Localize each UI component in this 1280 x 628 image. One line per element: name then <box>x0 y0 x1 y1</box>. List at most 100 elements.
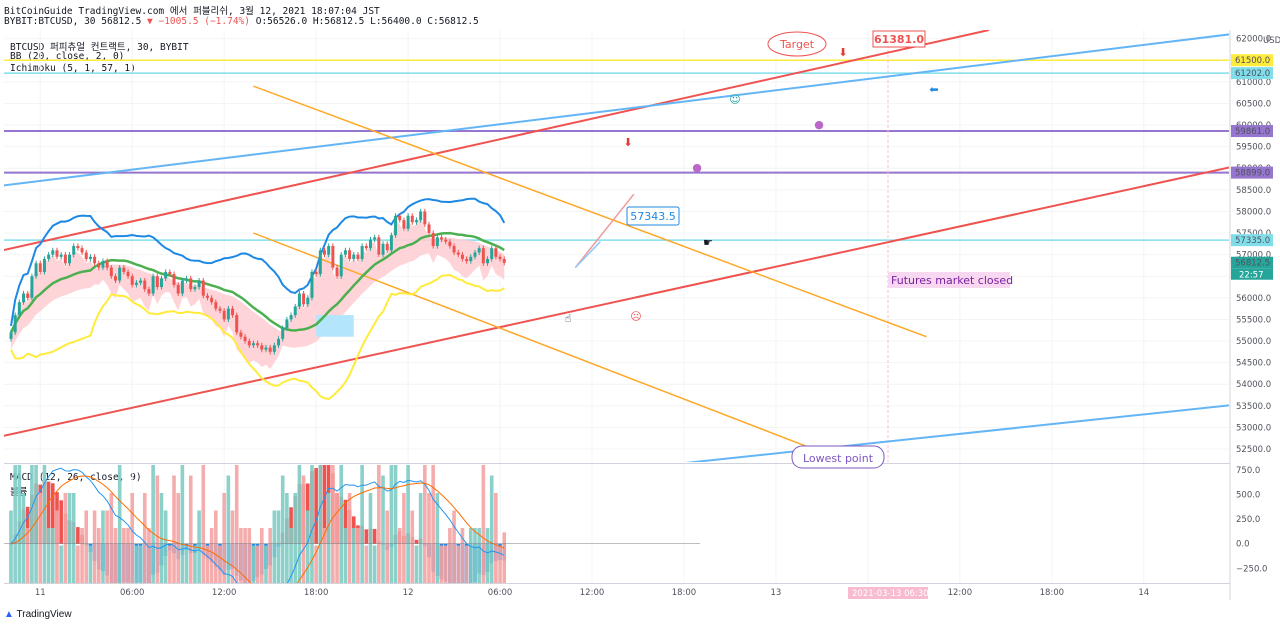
volume-bar <box>163 510 168 583</box>
volume-bar <box>473 528 477 583</box>
price-label-text: 61202.0 <box>1235 69 1270 79</box>
volume-bar <box>51 528 55 583</box>
macd-y-tick: 0.0 <box>1236 540 1250 550</box>
volume-bar <box>502 532 507 583</box>
legend-ichimoku[interactable]: Ichimoku (5, 1, 57, 1) <box>10 63 136 74</box>
volume-bar <box>92 510 97 583</box>
macd-line <box>10 467 505 583</box>
volume-bar <box>17 465 22 583</box>
candle <box>268 347 272 352</box>
y-axis-unit: USD <box>1263 36 1280 46</box>
volume-bar <box>80 528 84 583</box>
target-label: Target <box>779 38 815 51</box>
volume-bar <box>356 528 360 583</box>
volume-bar <box>314 545 318 583</box>
macd-histogram-bar <box>51 483 55 544</box>
volume-bar <box>197 510 201 583</box>
y-tick-label: 62000.0 <box>1236 35 1271 45</box>
y-tick-label: 58500.0 <box>1236 186 1271 196</box>
volume-bar <box>272 510 277 583</box>
macd-histogram-bar <box>343 499 348 544</box>
x-tick-label: 12:00 <box>580 588 605 598</box>
brand-label: TradingView <box>16 609 72 620</box>
candle <box>185 278 189 281</box>
volume-bar <box>280 475 285 583</box>
candle <box>289 315 293 320</box>
volume-bar <box>46 528 51 583</box>
candle <box>47 254 51 259</box>
volume-bar <box>452 510 456 583</box>
candle <box>264 347 268 350</box>
volume-bar <box>448 528 452 583</box>
candle <box>176 284 180 294</box>
volume-bar <box>239 528 243 583</box>
volume-bar <box>326 493 331 583</box>
candle <box>214 302 218 309</box>
volume-bar <box>209 528 214 583</box>
candle <box>435 237 439 246</box>
candle <box>389 235 393 251</box>
cat-icon: ● <box>814 118 824 131</box>
volume-bar <box>42 465 47 583</box>
price-label-badge <box>1231 54 1273 67</box>
volume-bar <box>255 545 260 583</box>
legend-instrument[interactable]: BTCUSD 퍼피츄얼 컨트랙트, 30, BYBIT <box>10 42 189 53</box>
candle <box>481 248 485 264</box>
y-tick-label: 58000.0 <box>1236 207 1271 217</box>
candle <box>222 310 226 320</box>
candle <box>297 293 301 307</box>
market-closed-note: Futures market closed <box>891 274 1013 287</box>
volume-bar <box>222 493 226 583</box>
volume-bar <box>159 493 164 583</box>
price-label-badge <box>1231 67 1273 80</box>
callout-price-box <box>626 206 680 226</box>
macd-histogram-bar <box>364 529 369 544</box>
candle <box>440 237 444 240</box>
volume-bar <box>331 465 335 583</box>
volume-bar <box>184 545 189 583</box>
volume-bar <box>343 528 348 583</box>
volume-bar <box>234 465 239 583</box>
candle <box>377 237 381 255</box>
y-tick-label: 61000.0 <box>1236 78 1271 88</box>
candle <box>88 256 92 259</box>
legend-bollinger[interactable]: BB (20, close, 2, 0) <box>10 51 125 62</box>
candle <box>360 246 364 259</box>
ichimoku-cloud <box>11 215 505 370</box>
volume-bar <box>117 465 122 583</box>
down-arrow-icon: ⬇ <box>838 46 847 59</box>
y-tick-label: 60500.0 <box>1236 99 1271 109</box>
ichimoku-lagging-span <box>10 274 505 401</box>
volume-bar <box>142 493 147 583</box>
candle <box>373 237 377 240</box>
volume-bar <box>126 528 130 583</box>
volume-bar <box>372 545 377 583</box>
ohlc-values: O:56526.0 H:56812.5 L:56400.0 C:56812.5 <box>255 16 479 27</box>
candle <box>251 343 255 346</box>
volume-bar <box>71 493 76 583</box>
candle <box>348 250 352 259</box>
candle <box>189 278 193 290</box>
price-label-text: 59861.0 <box>1235 127 1270 137</box>
candle <box>164 271 168 279</box>
x-tick-label: 14 <box>1138 588 1149 598</box>
candle <box>80 248 84 253</box>
volume-bar <box>443 545 448 583</box>
macd-histogram-bar <box>59 500 63 544</box>
candle <box>159 278 163 288</box>
candle <box>55 250 59 257</box>
countdown-badge <box>1231 268 1273 280</box>
candle <box>139 280 143 283</box>
macd-histogram-bar <box>414 539 419 544</box>
volume-bar <box>423 465 427 583</box>
candle <box>414 220 418 223</box>
volume-bar <box>214 510 218 583</box>
macd-histogram-bar <box>289 507 293 544</box>
candle <box>22 293 26 303</box>
y-tick-label: 54500.0 <box>1236 359 1271 369</box>
candle <box>84 252 88 259</box>
volume-bar <box>276 510 281 583</box>
candle <box>51 250 55 255</box>
volume-bar <box>101 510 105 583</box>
